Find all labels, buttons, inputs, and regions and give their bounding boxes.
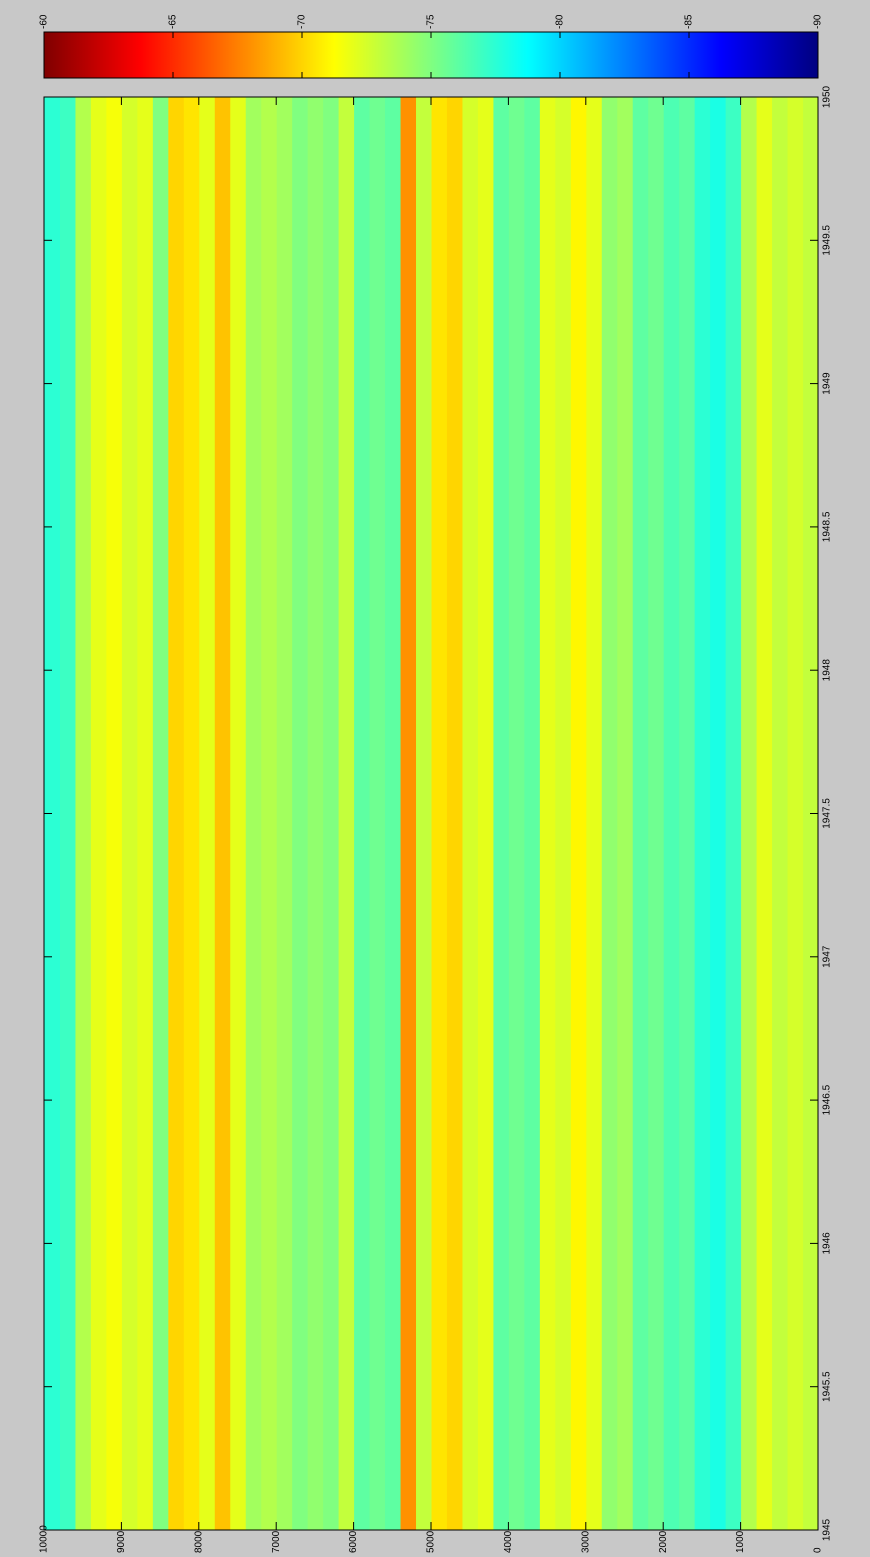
heatmap-cell [694,97,711,1530]
heatmap-cell [121,97,138,1530]
heatmap-cell [136,97,153,1530]
y-tick-label: 8000 [193,1530,204,1553]
heatmap-cell [771,97,788,1530]
colorbar [43,31,819,79]
heatmap-cell [523,97,540,1530]
heatmap-cell [616,97,633,1530]
colorbar-tick-label: -90 [813,14,824,29]
x-tick-label: 1949 [821,372,832,395]
heatmap-cell [740,97,757,1530]
y-tick-label: 1000 [735,1530,746,1553]
y-tick-label: 4000 [503,1530,514,1553]
heatmap-cell [678,97,695,1530]
heatmap-cell [276,97,293,1530]
x-tick-label: 1950 [821,85,832,108]
heatmap-cell [291,97,308,1530]
heatmap-cell [74,97,91,1530]
heatmap-cell [229,97,246,1530]
heatmap-cell [709,97,726,1530]
colorbar-tick-label: -60 [39,14,50,29]
heatmap-cell [477,97,494,1530]
colorbar-tick-label: -70 [297,14,308,29]
heatmap-cell [369,97,386,1530]
x-tick-label: 1945 [821,1518,832,1541]
y-tick-label: 3000 [580,1530,591,1553]
heatmap-cell [585,97,602,1530]
colorbar-tick-label: -85 [684,14,695,29]
y-tick-label: 6000 [348,1530,359,1553]
heatmap-cell [400,97,417,1530]
heatmap-cell [322,97,339,1530]
heatmap-cell [384,97,401,1530]
heatmap-cell [632,97,649,1530]
heatmap-cell [554,97,571,1530]
heatmap-cell [787,97,804,1530]
heatmap-cell [492,97,509,1530]
heatmap-cell [663,97,680,1530]
heatmap-cell [601,97,618,1530]
heatmap-cell [431,97,447,1530]
heatmap-cell [461,97,478,1530]
heatmap-cell [90,97,107,1530]
heatmap-cell [260,97,277,1530]
heatmap-cell [338,97,355,1530]
colorbar-tick-label: -80 [555,14,566,29]
heatmap-cell [59,97,76,1530]
heatmap-cell [756,97,773,1530]
y-tick-label: 9000 [116,1530,127,1553]
heatmap-cell [198,97,215,1530]
heatmap-cell [539,97,556,1530]
heatmap-cell [245,97,262,1530]
heatmap-cell [570,97,587,1530]
x-tick-label: 1946 [821,1232,832,1255]
x-tick-label: 1949.5 [821,225,832,256]
x-tick-label: 1946.5 [821,1084,832,1115]
x-tick-label: 1947 [821,945,832,968]
heatmap-cell [725,97,742,1530]
y-tick-label: 10000 [39,1525,50,1553]
y-tick-label: 5000 [426,1530,437,1553]
heatmap-cell [183,97,200,1530]
x-tick-label: 1947.5 [821,798,832,829]
y-tick-label: 7000 [271,1530,282,1553]
x-tick-label: 1948 [821,659,832,682]
heatmap-cell [214,97,231,1530]
x-tick-label: 1945.5 [821,1371,832,1402]
y-tick-label: 2000 [658,1530,669,1553]
y-tick-label: 0 [813,1547,824,1553]
heatmap-cell [307,97,324,1530]
heatmap-cell [508,97,525,1530]
heatmap-cell [415,97,432,1530]
heatmap-cell [446,97,463,1530]
heatmap-cell [167,97,184,1530]
heatmap-cell [353,97,370,1530]
heatmap-cell [152,97,169,1530]
heatmap-cell [105,97,122,1530]
heatmap-cell [647,97,664,1530]
colorbar-tick-label: -75 [426,14,437,29]
x-tick-label: 1948.5 [821,511,832,542]
colorbar-tick-label: -65 [168,14,179,29]
